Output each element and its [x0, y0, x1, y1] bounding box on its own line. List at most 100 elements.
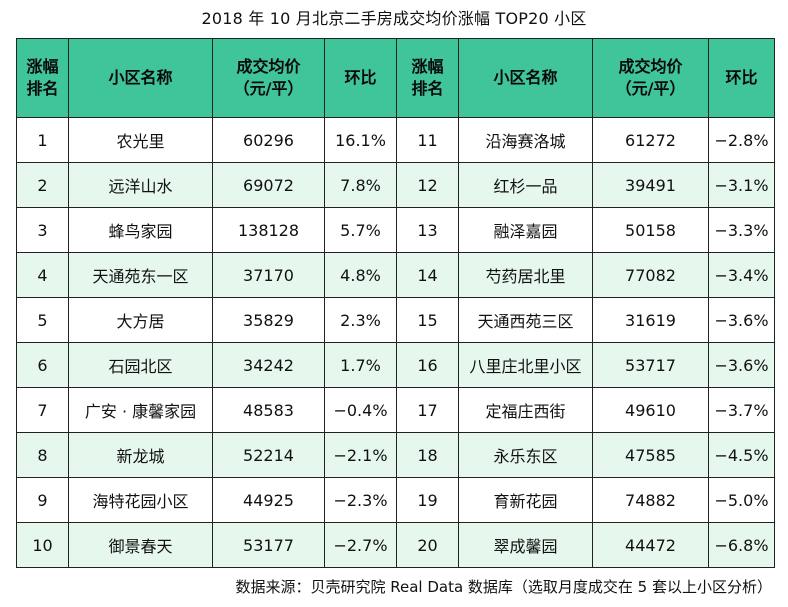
cell-rank: 2: [16, 162, 69, 208]
header-price: 成交均价 （元/平）: [212, 38, 325, 118]
cell-change: −2.3%: [324, 477, 397, 523]
cell-name: 蜂鸟家园: [68, 207, 213, 253]
cell-rank: 17: [396, 387, 459, 433]
cell-rank: 5: [16, 297, 69, 343]
cell-change: −2.1%: [324, 432, 397, 478]
cell-change: −3.4%: [708, 252, 775, 298]
cell-change: −2.8%: [708, 117, 775, 163]
table-header-row: 涨幅 排名 小区名称 成交均价 （元/平） 环比 涨幅 排名 小区名称 成交均价…: [16, 38, 775, 118]
cell-change: −3.1%: [708, 162, 775, 208]
cell-name: 红杉一品: [458, 162, 593, 208]
header-price-line-2: （元/平）: [233, 79, 304, 98]
cell-name: 石园北区: [68, 342, 213, 388]
cell-name: 八里庄北里小区: [458, 342, 593, 388]
header-price-line-1: 成交均价: [618, 57, 683, 76]
cell-rank: 11: [396, 117, 459, 163]
cell-price: 53717: [592, 342, 709, 388]
cell-price: 48583: [212, 387, 325, 433]
cell-change: −0.4%: [324, 387, 397, 433]
cell-name: 天通苑东一区: [68, 252, 213, 298]
cell-change: 4.8%: [324, 252, 397, 298]
header-name-right: 小区名称: [458, 38, 593, 118]
cell-price: 60296: [212, 117, 325, 163]
table-row: 10 御景春天 53177 −2.7% 20 翠成馨园 44472 −6.8%: [16, 522, 775, 568]
cell-name: 御景春天: [68, 522, 213, 568]
table-row: 7 广安 · 康馨家园 48583 −0.4% 17 定福庄西街 49610 −…: [16, 387, 775, 433]
cell-name: 大方居: [68, 297, 213, 343]
table-row: 5 大方居 35829 2.3% 15 天通西苑三区 31619 −3.6%: [16, 297, 775, 343]
table-row: 2 远洋山水 69072 7.8% 12 红杉一品 39491 −3.1%: [16, 162, 775, 208]
header-name: 小区名称: [68, 38, 213, 118]
header-price-line-1: 成交均价: [236, 57, 301, 76]
cell-change: 16.1%: [324, 117, 397, 163]
table-row: 9 海特花园小区 44925 −2.3% 19 育新花园 74882 −5.0%: [16, 477, 775, 523]
cell-change: 7.8%: [324, 162, 397, 208]
table-row: 6 石园北区 34242 1.7% 16 八里庄北里小区 53717 −3.6%: [16, 342, 775, 388]
cell-rank: 8: [16, 432, 69, 478]
header-change-right: 环比: [708, 38, 775, 118]
cell-price: 39491: [592, 162, 709, 208]
table-row: 8 新龙城 52214 −2.1% 18 永乐东区 47585 −4.5%: [16, 432, 775, 478]
cell-rank: 12: [396, 162, 459, 208]
cell-rank: 19: [396, 477, 459, 523]
cell-rank: 14: [396, 252, 459, 298]
cell-price: 31619: [592, 297, 709, 343]
cell-price: 35829: [212, 297, 325, 343]
cell-price: 138128: [212, 207, 325, 253]
cell-rank: 6: [16, 342, 69, 388]
header-change: 环比: [324, 38, 397, 118]
cell-change: −3.7%: [708, 387, 775, 433]
cell-rank: 20: [396, 522, 459, 568]
cell-rank: 15: [396, 297, 459, 343]
cell-rank: 9: [16, 477, 69, 523]
ranking-table: 涨幅 排名 小区名称 成交均价 （元/平） 环比 涨幅 排名 小区名称 成交均价…: [16, 38, 775, 568]
cell-price: 61272: [592, 117, 709, 163]
header-rank: 涨幅 排名: [16, 38, 69, 118]
cell-name: 天通西苑三区: [458, 297, 593, 343]
cell-name: 翠成馨园: [458, 522, 593, 568]
cell-rank: 7: [16, 387, 69, 433]
cell-name: 海特花园小区: [68, 477, 213, 523]
cell-name: 定福庄西街: [458, 387, 593, 433]
cell-price: 37170: [212, 252, 325, 298]
cell-rank: 1: [16, 117, 69, 163]
cell-name: 育新花园: [458, 477, 593, 523]
cell-rank: 16: [396, 342, 459, 388]
cell-name: 新龙城: [68, 432, 213, 478]
cell-change: −6.8%: [708, 522, 775, 568]
cell-name: 融泽嘉园: [458, 207, 593, 253]
cell-price: 49610: [592, 387, 709, 433]
cell-change: 2.3%: [324, 297, 397, 343]
cell-change: −3.3%: [708, 207, 775, 253]
cell-change: −5.0%: [708, 477, 775, 523]
table-row: 3 蜂鸟家园 138128 5.7% 13 融泽嘉园 50158 −3.3%: [16, 207, 775, 253]
cell-name: 远洋山水: [68, 162, 213, 208]
cell-name: 沿海赛洛城: [458, 117, 593, 163]
cell-change: −4.5%: [708, 432, 775, 478]
header-price-right: 成交均价 （元/平）: [592, 38, 709, 118]
table-row: 4 天通苑东一区 37170 4.8% 14 芍药居北里 77082 −3.4%: [16, 252, 775, 298]
cell-name: 广安 · 康馨家园: [68, 387, 213, 433]
cell-price: 50158: [592, 207, 709, 253]
cell-price: 44925: [212, 477, 325, 523]
cell-change: −2.7%: [324, 522, 397, 568]
header-rank-line-1: 涨幅: [26, 57, 59, 76]
cell-name: 永乐东区: [458, 432, 593, 478]
cell-rank: 3: [16, 207, 69, 253]
table-row: 1 农光里 60296 16.1% 11 沿海赛洛城 61272 −2.8%: [16, 117, 775, 163]
header-rank-right: 涨幅 排名: [396, 38, 459, 118]
cell-price: 34242: [212, 342, 325, 388]
cell-change: 5.7%: [324, 207, 397, 253]
header-rank-line-1: 涨幅: [411, 57, 444, 76]
cell-rank: 18: [396, 432, 459, 478]
cell-rank: 13: [396, 207, 459, 253]
cell-change: −3.6%: [708, 297, 775, 343]
page-title: 2018 年 10 月北京二手房成交均价涨幅 TOP20 小区: [201, 9, 587, 28]
cell-price: 44472: [592, 522, 709, 568]
cell-change: 1.7%: [324, 342, 397, 388]
header-rank-line-2: 排名: [411, 79, 444, 98]
cell-rank: 10: [16, 522, 69, 568]
cell-price: 74882: [592, 477, 709, 523]
cell-change: −3.6%: [708, 342, 775, 388]
cell-name: 芍药居北里: [458, 252, 593, 298]
